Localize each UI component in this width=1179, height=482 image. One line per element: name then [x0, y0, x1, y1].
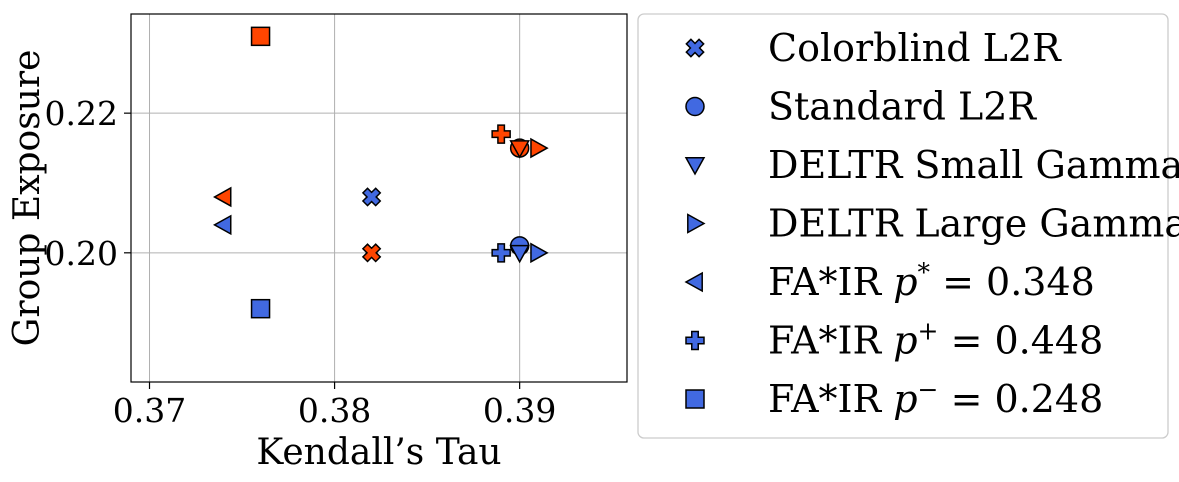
- x-tick-label: 0.39: [483, 391, 556, 430]
- x-axis-label: Kendall’s Tau: [256, 432, 501, 473]
- data-point-x-cross: [361, 243, 382, 263]
- legend-marker-plus: [685, 330, 705, 351]
- legend-frame: [637, 13, 1169, 439]
- x-tick-label: 0.37: [113, 391, 186, 430]
- data-point-triangle-left: [212, 186, 232, 208]
- grid-lines: [131, 14, 627, 382]
- data-points: [212, 26, 549, 319]
- legend-entry-label: FA*IR p− = 0.248: [768, 375, 1103, 421]
- plot-area-frame: [130, 13, 628, 383]
- legend-entry-label: FA*IR p+ = 0.448: [768, 317, 1103, 363]
- y-tick-label: 0.22: [45, 94, 118, 133]
- legend-entry-label: FA*IR p* = 0.348: [768, 258, 1095, 304]
- data-point-triangle-down: [509, 140, 530, 159]
- legend-marker-triangle-right: [687, 213, 706, 234]
- legend-entry-label: Colorblind L2R: [768, 26, 1062, 70]
- legend-entry-label: DELTR Small Gamma: [768, 143, 1179, 187]
- axis-ticks: 0.37 0.38 0.39 0.20 0.22: [45, 94, 557, 430]
- legend-entry-label: Standard L2R: [768, 85, 1037, 129]
- legend-marker-circle: [685, 96, 705, 117]
- data-point-x-cross: [361, 187, 382, 207]
- data-point-square: [250, 26, 271, 47]
- data-point-square: [250, 298, 271, 319]
- data-point-triangle-left: [212, 214, 232, 236]
- data-point-plus: [491, 124, 511, 144]
- legend-marker-triangle-left: [684, 271, 703, 293]
- legend-marker-x-cross: [685, 38, 705, 58]
- data-point-triangle-right: [530, 137, 549, 159]
- legend-entry-label: DELTR Large Gamma: [768, 202, 1179, 246]
- x-tick-label: 0.38: [298, 391, 371, 430]
- y-tick-label: 0.20: [45, 234, 118, 273]
- data-point-plus: [491, 243, 511, 263]
- data-point-triangle-right: [530, 242, 549, 264]
- legend-marker-square: [685, 389, 705, 409]
- data-point-triangle-down: [509, 244, 530, 264]
- legend-marker-triangle-down: [684, 157, 706, 176]
- y-axis-label: Group Exposure: [7, 50, 48, 347]
- legend: Colorblind L2R Standard L2R DELTR Small Ga…: [637, 13, 1179, 439]
